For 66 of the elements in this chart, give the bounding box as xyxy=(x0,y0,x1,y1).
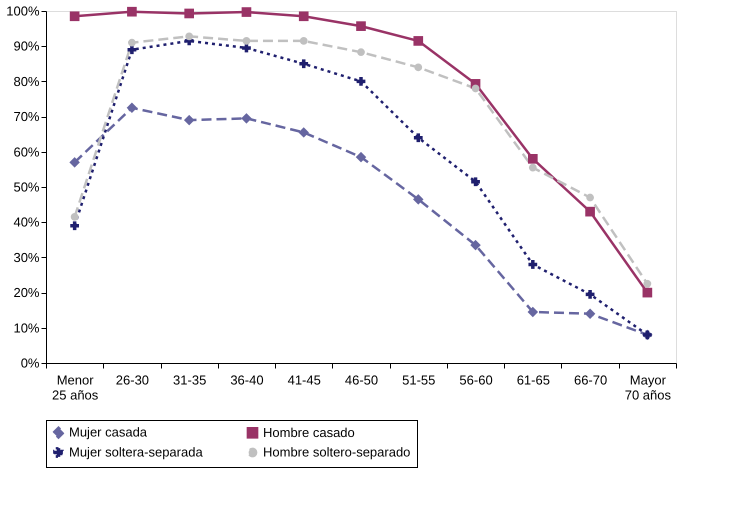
legend-label: Hombre soltero-separado xyxy=(263,444,410,460)
x-tick-label: 41-45 xyxy=(288,372,321,388)
point xyxy=(357,48,365,56)
point xyxy=(356,21,366,31)
y-tick-label: 80% xyxy=(13,74,40,89)
point xyxy=(128,45,136,54)
y-tick-label: 0% xyxy=(20,356,40,370)
y-tick-label: 70% xyxy=(13,109,40,124)
point xyxy=(356,77,366,86)
x-tick-label: 31-35 xyxy=(173,372,206,388)
point xyxy=(128,38,136,47)
x-tick-label: 66-70 xyxy=(574,372,608,388)
point xyxy=(528,260,538,269)
point xyxy=(643,280,652,288)
point xyxy=(413,194,424,205)
y-tick-label: 50% xyxy=(13,180,40,194)
point xyxy=(299,59,308,68)
point xyxy=(70,213,79,221)
x-tick-label: 61-65 xyxy=(516,372,550,388)
point xyxy=(298,11,309,22)
point xyxy=(586,290,594,299)
point xyxy=(185,32,194,40)
y-tick-label: 60% xyxy=(13,144,40,160)
point xyxy=(242,7,252,17)
point xyxy=(528,306,538,318)
point xyxy=(472,84,480,92)
point xyxy=(413,36,424,46)
point xyxy=(70,11,80,22)
point xyxy=(471,177,480,186)
point xyxy=(242,44,251,52)
point xyxy=(298,127,309,138)
point xyxy=(241,113,252,124)
y-tick-label: 100% xyxy=(6,4,40,18)
y-tick-label: 10% xyxy=(13,320,40,336)
point xyxy=(242,37,250,45)
point xyxy=(528,154,538,164)
y-tick-label: 30% xyxy=(13,250,40,265)
point xyxy=(528,164,537,172)
y-tick-label: 40% xyxy=(13,214,40,230)
x-tick-label: Menor 25 años xyxy=(52,372,99,402)
x-tick-label: 51-55 xyxy=(402,372,436,388)
x-tick-label: 26-30 xyxy=(116,372,150,388)
point xyxy=(414,133,423,142)
point xyxy=(470,240,481,250)
point xyxy=(584,308,596,319)
point xyxy=(184,8,194,18)
x-tick-label: 46-50 xyxy=(344,372,378,388)
point xyxy=(126,102,138,114)
x-tick-label: 36-40 xyxy=(230,372,264,388)
legend-label: Mujer casada xyxy=(69,424,148,440)
point xyxy=(414,63,422,72)
point xyxy=(184,114,194,126)
point xyxy=(127,6,137,17)
point xyxy=(70,221,80,230)
x-tick-label: 56-60 xyxy=(459,372,493,388)
point xyxy=(69,157,80,168)
legend-label: Mujer soltera-separada xyxy=(69,444,204,460)
y-tick-label: 20% xyxy=(13,285,40,300)
point xyxy=(300,37,308,45)
point xyxy=(585,206,595,216)
legend-label: Hombre casado xyxy=(263,424,355,440)
point xyxy=(356,152,366,162)
y-tick-label: 90% xyxy=(13,38,40,54)
x-tick-label: Mayor 70 años xyxy=(624,372,672,402)
point xyxy=(586,194,594,202)
point xyxy=(642,288,652,298)
